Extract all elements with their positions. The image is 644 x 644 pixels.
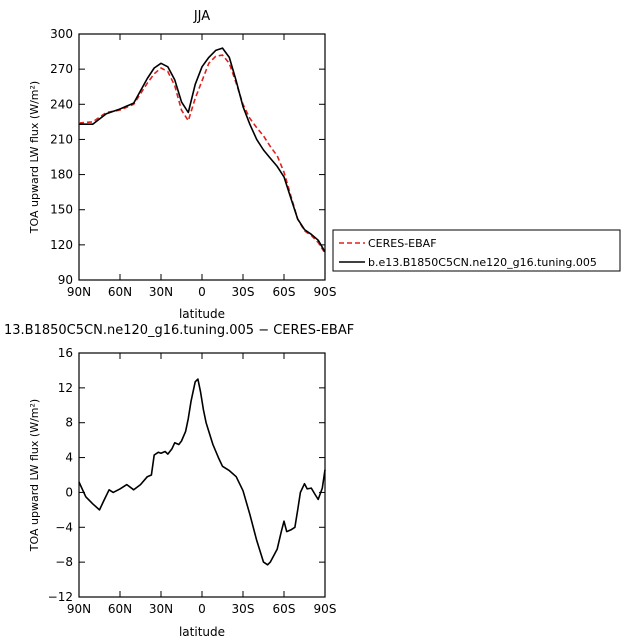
bottom-y-tick-label: 12: [58, 381, 73, 395]
top-y-axis-label: TOA upward LW flux (W/m²): [28, 81, 41, 234]
bottom-x-tick-label: 60S: [273, 602, 296, 616]
top-x-axis-label: latitude: [179, 307, 225, 321]
bottom-x-ticks: 90N 60N 30N 0 30S 60S 90S: [67, 353, 337, 616]
top-y-tick-label: 120: [50, 238, 73, 252]
bottom-x-tick-label: 30N: [149, 602, 173, 616]
legend-label-model: b.e13.B1850C5CN.ne120_g16.tuning.005: [368, 256, 597, 269]
bottom-x-tick-label: 60N: [108, 602, 132, 616]
top-y-tick-label: 210: [50, 132, 73, 146]
legend: CERES-EBAF b.e13.B1850C5CN.ne120_g16.tun…: [332, 229, 621, 272]
top-x-tick-label: 60S: [273, 285, 296, 299]
bottom-y-tick-label: −12: [48, 590, 73, 604]
top-x-tick-label: 60N: [108, 285, 132, 299]
top-x-tick-label: 90S: [314, 285, 337, 299]
bottom-x-tick-label: 90S: [314, 602, 337, 616]
top-y-tick-label: 270: [50, 62, 73, 76]
bottom-panel: 13.B1850C5CN.ne120_g16.tuning.005 − CERE…: [4, 323, 354, 639]
bottom-x-tick-label: 30S: [232, 602, 255, 616]
top-plot-frame: [78, 33, 326, 281]
top-y-tick-label: 240: [50, 97, 73, 111]
legend-label-ceres: CERES-EBAF: [368, 237, 437, 250]
bottom-title: 13.B1850C5CN.ne120_g16.tuning.005 − CERE…: [4, 323, 354, 338]
top-x-tick-label: 30N: [149, 285, 173, 299]
bottom-y-ticks: −12 −8 −4 0 4 8 12 16: [48, 346, 325, 604]
bottom-x-axis-label: latitude: [179, 625, 225, 639]
bottom-y-tick-label: −8: [55, 555, 73, 569]
top-y-tick-label: 180: [50, 168, 73, 182]
top-y-tick-label: 90: [58, 273, 73, 287]
bottom-series: [78, 378, 326, 566]
bottom-x-tick-label: 0: [198, 602, 206, 616]
top-panel: JJA 90 120 150 180 210 240 270 300 90N 60N 30N 0 30…: [28, 9, 336, 321]
top-y-tick-label: 300: [50, 27, 73, 41]
bottom-y-tick-label: 0: [65, 485, 73, 499]
top-x-ticks: 90N 60N 30N 0 30S 60S 90S: [67, 34, 337, 299]
bottom-y-tick-label: 8: [65, 416, 73, 430]
legend-box: [332, 229, 621, 272]
top-title: JJA: [193, 9, 210, 24]
top-x-tick-label: 90N: [67, 285, 91, 299]
top-x-tick-label: 30S: [232, 285, 255, 299]
bottom-plot-frame: [78, 352, 326, 598]
top-x-tick-label: 0: [198, 285, 206, 299]
top-y-tick-label: 150: [50, 203, 73, 217]
bottom-y-tick-label: 4: [65, 451, 73, 465]
top-series-line-1: [79, 47, 326, 253]
top-y-ticks: 90 120 150 180 210 240 270 300: [50, 27, 325, 287]
bottom-y-tick-label: 16: [58, 346, 73, 360]
bottom-x-tick-label: 90N: [67, 602, 91, 616]
top-series-line-0: [78, 54, 326, 254]
bottom-y-tick-label: −4: [55, 520, 73, 534]
bottom-series-line-0: [78, 378, 326, 566]
top-series: [78, 47, 326, 254]
bottom-y-axis-label: TOA upward LW flux (W/m²): [28, 399, 41, 552]
